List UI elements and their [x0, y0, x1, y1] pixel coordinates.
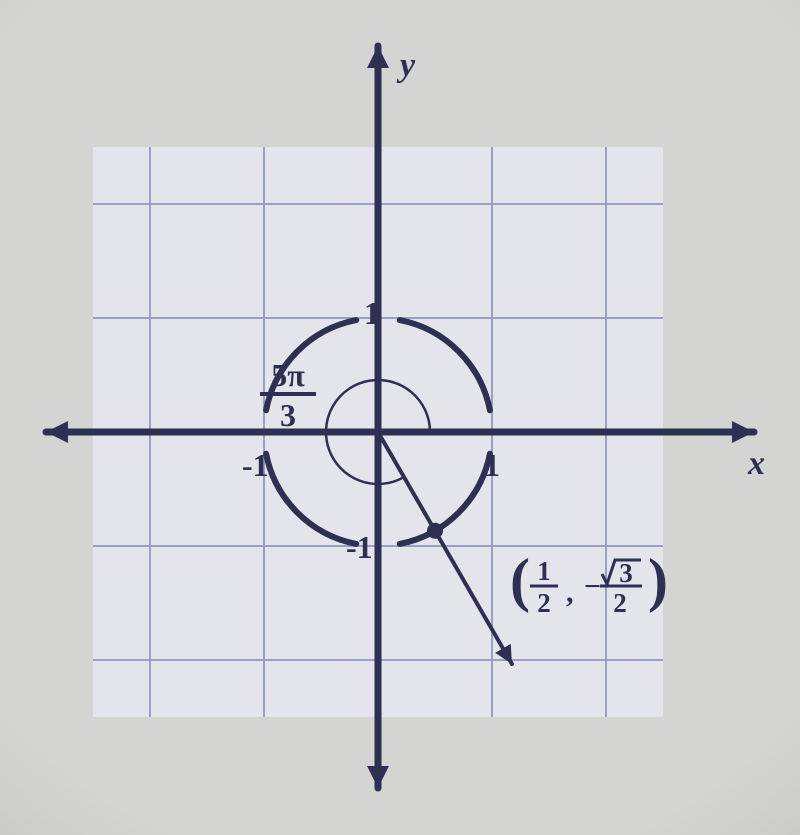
terminal-point [427, 523, 443, 539]
svg-text:,: , [566, 576, 574, 609]
svg-text:2: 2 [537, 588, 551, 618]
svg-text:3: 3 [619, 558, 633, 588]
tick-label-top: 1 [364, 295, 380, 331]
tick-label-left: -1 [242, 447, 269, 483]
unit-circle-diagram: yx11-1-15π3(12,−32) [0, 0, 800, 835]
svg-text:): ) [648, 547, 668, 613]
tick-label-right: 1 [484, 447, 500, 483]
svg-text:2: 2 [613, 588, 627, 618]
svg-text:(: ( [510, 547, 530, 613]
svg-text:1: 1 [537, 556, 551, 586]
x-axis-label: x [747, 445, 765, 482]
tick-label-bottom: -1 [346, 529, 373, 565]
svg-text:−: − [584, 570, 601, 603]
angle-label-numerator: 5π [271, 357, 305, 393]
angle-label-denominator: 3 [280, 397, 296, 433]
